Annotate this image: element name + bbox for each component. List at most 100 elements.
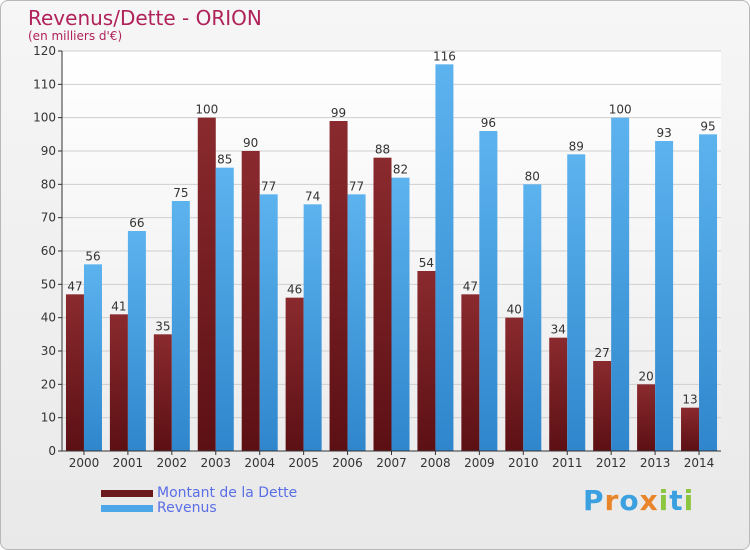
data-label-debt: 40	[507, 303, 522, 317]
data-label-revenue: 74	[305, 189, 320, 203]
data-label-debt: 41	[111, 299, 126, 313]
x-tick-label: 2014	[684, 456, 715, 470]
y-tick-label: 40	[41, 311, 56, 325]
x-tick-label: 2007	[376, 456, 407, 470]
data-label-revenue: 89	[569, 139, 584, 153]
bar-debt	[373, 157, 392, 451]
y-tick-label: 80	[41, 177, 56, 191]
x-tick-label: 2008	[420, 456, 451, 470]
legend-label-debt: Montant de la Dette	[157, 485, 298, 501]
data-label-revenue: 82	[393, 163, 408, 177]
data-label-debt: 54	[419, 256, 434, 270]
data-label-revenue: 116	[433, 49, 456, 63]
data-label-debt: 90	[243, 136, 258, 150]
bar-debt	[153, 334, 172, 451]
bar-revenue	[655, 141, 674, 451]
data-label-revenue: 66	[129, 216, 144, 230]
bar-revenue	[435, 64, 454, 452]
data-label-revenue: 96	[481, 116, 496, 130]
logo-letter: x	[639, 484, 659, 517]
data-label-debt: 46	[287, 283, 302, 297]
data-label-revenue: 93	[656, 126, 671, 140]
logo-letter: i	[658, 484, 670, 517]
x-tick-label: 2005	[288, 456, 319, 470]
x-tick-label: 2006	[332, 456, 363, 470]
bar-revenue	[567, 154, 586, 452]
bar-debt	[329, 121, 348, 451]
x-tick-label: 2010	[508, 456, 539, 470]
proxiti-logo: Proxiti	[583, 484, 694, 517]
data-label-revenue: 77	[261, 179, 276, 193]
data-label-debt: 13	[682, 393, 697, 407]
data-label-revenue: 77	[349, 179, 364, 193]
bar-debt	[461, 294, 480, 451]
legend-swatch-debt	[101, 490, 153, 497]
data-label-debt: 100	[195, 103, 218, 117]
y-tick-label: 10	[41, 411, 56, 425]
x-tick-label: 2011	[552, 456, 583, 470]
logo-letter: i	[683, 484, 695, 517]
bar-debt	[241, 151, 260, 451]
data-label-revenue: 56	[85, 249, 100, 263]
y-tick-label: 100	[33, 111, 56, 125]
bar-debt	[197, 117, 216, 452]
bar-revenue	[479, 131, 498, 451]
data-label-debt: 47	[463, 279, 478, 293]
x-tick-label: 2013	[640, 456, 671, 470]
x-tick-label: 2002	[157, 456, 188, 470]
bar-debt	[593, 361, 612, 451]
bar-debt	[681, 407, 700, 451]
bar-debt	[285, 297, 304, 451]
bar-revenue	[215, 167, 234, 451]
y-tick-label: 90	[41, 144, 56, 158]
data-label-debt: 27	[595, 346, 610, 360]
bar-revenue	[523, 184, 542, 452]
x-tick-label: 2009	[464, 456, 495, 470]
x-tick-label: 2001	[113, 456, 144, 470]
data-label-debt: 99	[331, 106, 346, 120]
bar-debt	[417, 271, 436, 451]
bar-revenue	[611, 117, 630, 452]
x-tick-label: 2003	[200, 456, 231, 470]
chart-subtitle: (en milliers d'€)	[28, 29, 123, 43]
legend-swatch-revenue	[101, 505, 153, 512]
bar-debt	[505, 317, 524, 451]
x-tick-label: 2004	[244, 456, 275, 470]
y-tick-label: 120	[33, 44, 56, 58]
y-tick-label: 70	[41, 211, 56, 225]
data-label-debt: 20	[638, 369, 653, 383]
data-label-revenue: 75	[173, 186, 188, 200]
bar-debt	[637, 384, 656, 451]
legend-label-revenue: Revenus	[157, 500, 217, 516]
bar-revenue	[347, 194, 366, 452]
y-tick-label: 20	[41, 377, 56, 391]
y-tick-label: 30	[41, 344, 56, 358]
data-label-revenue: 95	[700, 119, 715, 133]
bar-revenue	[699, 134, 718, 452]
logo-letter: t	[669, 484, 684, 517]
logo-letter: r	[604, 484, 620, 517]
bar-revenue	[391, 177, 410, 451]
bar-revenue	[127, 231, 146, 451]
data-label-revenue: 80	[525, 169, 540, 183]
y-tick-label: 110	[33, 77, 56, 91]
bar-revenue	[259, 194, 278, 452]
y-tick-label: 0	[48, 444, 56, 458]
data-label-debt: 47	[67, 279, 82, 293]
bar-debt	[549, 337, 568, 451]
data-label-debt: 35	[155, 319, 170, 333]
y-tick-label: 60	[41, 244, 56, 258]
bar-revenue	[83, 264, 102, 451]
data-label-debt: 34	[551, 323, 566, 337]
bar-debt	[109, 314, 128, 451]
data-label-debt: 88	[375, 143, 390, 157]
y-tick-label: 50	[41, 277, 56, 291]
bar-revenue	[303, 204, 322, 451]
logo-letter: P	[583, 484, 605, 517]
data-label-revenue: 85	[217, 153, 232, 167]
logo-letter: o	[619, 484, 640, 517]
chart-title: Revenus/Dette - ORION	[28, 6, 262, 30]
x-tick-label: 2012	[596, 456, 627, 470]
bar-revenue	[171, 201, 190, 451]
